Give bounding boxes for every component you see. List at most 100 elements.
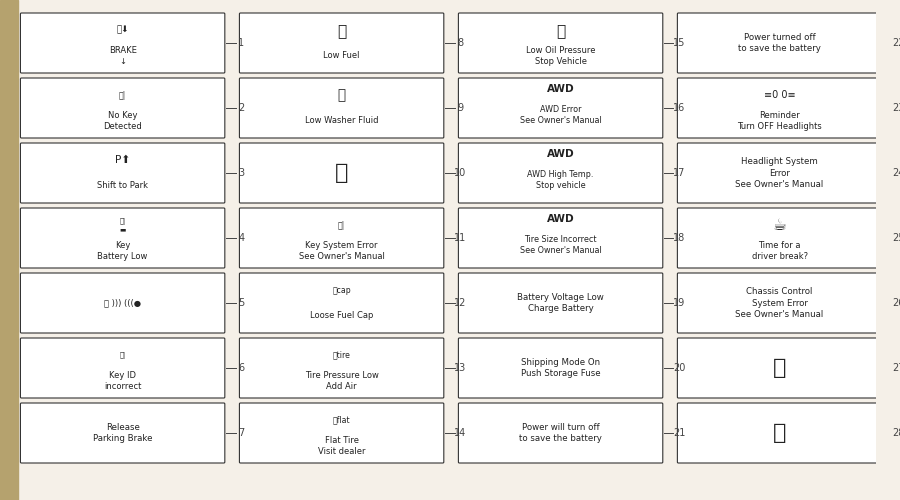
FancyBboxPatch shape [458, 143, 662, 203]
Text: 13: 13 [454, 363, 466, 373]
FancyBboxPatch shape [458, 403, 662, 463]
Text: ⛽: ⛽ [337, 22, 347, 38]
FancyBboxPatch shape [458, 273, 662, 333]
Text: ⸻|
▬: ⸻| ▬ [120, 218, 126, 232]
Text: 22: 22 [892, 38, 900, 48]
Text: 🚗: 🚗 [773, 423, 787, 443]
Text: 8: 8 [457, 38, 464, 48]
Text: Shipping Mode On
Push Storage Fuse: Shipping Mode On Push Storage Fuse [521, 358, 600, 378]
FancyBboxPatch shape [239, 143, 444, 203]
FancyBboxPatch shape [458, 338, 662, 398]
FancyBboxPatch shape [239, 13, 444, 73]
Text: Chassis Control
System Error
See Owner's Manual: Chassis Control System Error See Owner's… [735, 286, 824, 320]
Text: 20: 20 [673, 363, 686, 373]
Text: Key System Error
See Owner's Manual: Key System Error See Owner's Manual [299, 240, 384, 261]
Text: 16: 16 [673, 103, 686, 113]
Text: 1: 1 [238, 38, 245, 48]
Text: AWD: AWD [547, 84, 574, 94]
Text: 27: 27 [892, 363, 900, 373]
Text: No Key
Detected: No Key Detected [104, 110, 142, 131]
FancyBboxPatch shape [458, 13, 662, 73]
Text: Time for a
driver break?: Time for a driver break? [752, 240, 807, 261]
Text: AWD High Temp.
Stop vehicle: AWD High Temp. Stop vehicle [527, 170, 594, 190]
FancyBboxPatch shape [678, 208, 882, 268]
Text: Power will turn off
to save the battery: Power will turn off to save the battery [519, 422, 602, 444]
Text: 🔧tire: 🔧tire [333, 350, 350, 360]
Text: 5: 5 [238, 298, 245, 308]
Text: 28: 28 [892, 428, 900, 438]
Text: 23: 23 [892, 103, 900, 113]
FancyBboxPatch shape [239, 403, 444, 463]
FancyBboxPatch shape [21, 403, 225, 463]
FancyBboxPatch shape [21, 273, 225, 333]
Text: 6: 6 [238, 363, 245, 373]
Text: AWD Error
See Owner's Manual: AWD Error See Owner's Manual [519, 106, 601, 124]
Text: Reminder
Turn OFF Headlights: Reminder Turn OFF Headlights [737, 110, 822, 131]
Text: ⏱: ⏱ [773, 358, 787, 378]
Text: ≡0 0≡: ≡0 0≡ [764, 90, 796, 100]
Text: 10: 10 [454, 168, 466, 178]
Text: AWD: AWD [547, 150, 574, 160]
FancyBboxPatch shape [678, 403, 882, 463]
Text: ⸻|: ⸻| [338, 220, 346, 230]
Text: Flat Tire
Visit dealer: Flat Tire Visit dealer [318, 436, 365, 456]
FancyBboxPatch shape [458, 208, 662, 268]
Text: 📻 ))) (((●: 📻 ))) (((● [104, 298, 141, 308]
FancyBboxPatch shape [239, 273, 444, 333]
Text: Battery Voltage Low
Charge Battery: Battery Voltage Low Charge Battery [518, 292, 604, 314]
Text: 21: 21 [673, 428, 686, 438]
Text: 9: 9 [457, 103, 464, 113]
Text: Low Washer Fluid: Low Washer Fluid [305, 116, 378, 126]
Text: Release
Parking Brake: Release Parking Brake [93, 422, 152, 444]
Text: BRAKE
↓: BRAKE ↓ [109, 46, 137, 66]
FancyBboxPatch shape [678, 78, 882, 138]
Bar [0, 0, 17, 500]
Text: Power turned off
to save the battery: Power turned off to save the battery [738, 32, 821, 54]
Text: 19: 19 [673, 298, 686, 308]
Text: ⛽cap: ⛽cap [332, 286, 351, 294]
FancyBboxPatch shape [21, 143, 225, 203]
Text: 14: 14 [454, 428, 466, 438]
Text: ☕: ☕ [772, 218, 787, 232]
FancyBboxPatch shape [678, 273, 882, 333]
Text: 26: 26 [892, 298, 900, 308]
Text: Tire Pressure Low
Add Air: Tire Pressure Low Add Air [305, 370, 379, 391]
FancyBboxPatch shape [21, 208, 225, 268]
Text: ⸻|: ⸻| [119, 90, 126, 100]
Text: 7: 7 [238, 428, 245, 438]
Text: AWD: AWD [547, 214, 574, 224]
Text: 24: 24 [892, 168, 900, 178]
Text: 12: 12 [454, 298, 466, 308]
FancyBboxPatch shape [239, 338, 444, 398]
FancyBboxPatch shape [678, 13, 882, 73]
FancyBboxPatch shape [21, 338, 225, 398]
Text: Headlight System
Error
See Owner's Manual: Headlight System Error See Owner's Manua… [735, 156, 824, 190]
Text: ✋⬇: ✋⬇ [116, 26, 129, 35]
Text: 25: 25 [892, 233, 900, 243]
Text: P⬆: P⬆ [115, 155, 130, 165]
Text: Key ID
incorrect: Key ID incorrect [104, 370, 141, 391]
Text: Loose Fuel Cap: Loose Fuel Cap [310, 312, 374, 320]
Text: 3: 3 [238, 168, 245, 178]
Text: 🛢: 🛢 [556, 22, 565, 38]
Text: Shift to Park: Shift to Park [97, 182, 148, 190]
Text: 🐙: 🐙 [338, 88, 346, 102]
Text: 4: 4 [238, 233, 245, 243]
Text: 11: 11 [454, 233, 466, 243]
Text: 18: 18 [673, 233, 686, 243]
FancyBboxPatch shape [678, 338, 882, 398]
Text: 15: 15 [673, 38, 686, 48]
Text: 🚘: 🚘 [335, 163, 348, 183]
Text: Tire Size Incorrect
See Owner's Manual: Tire Size Incorrect See Owner's Manual [519, 236, 601, 255]
Text: 2: 2 [238, 103, 245, 113]
FancyBboxPatch shape [678, 143, 882, 203]
Text: ⸻|: ⸻| [120, 352, 126, 358]
Text: 🔧flat: 🔧flat [333, 416, 350, 424]
Text: Low Oil Pressure
Stop Vehicle: Low Oil Pressure Stop Vehicle [526, 46, 595, 66]
FancyBboxPatch shape [21, 78, 225, 138]
FancyBboxPatch shape [458, 78, 662, 138]
Text: Low Fuel: Low Fuel [323, 52, 360, 60]
Text: Key
Battery Low: Key Battery Low [97, 240, 148, 261]
Text: 17: 17 [673, 168, 686, 178]
FancyBboxPatch shape [239, 78, 444, 138]
